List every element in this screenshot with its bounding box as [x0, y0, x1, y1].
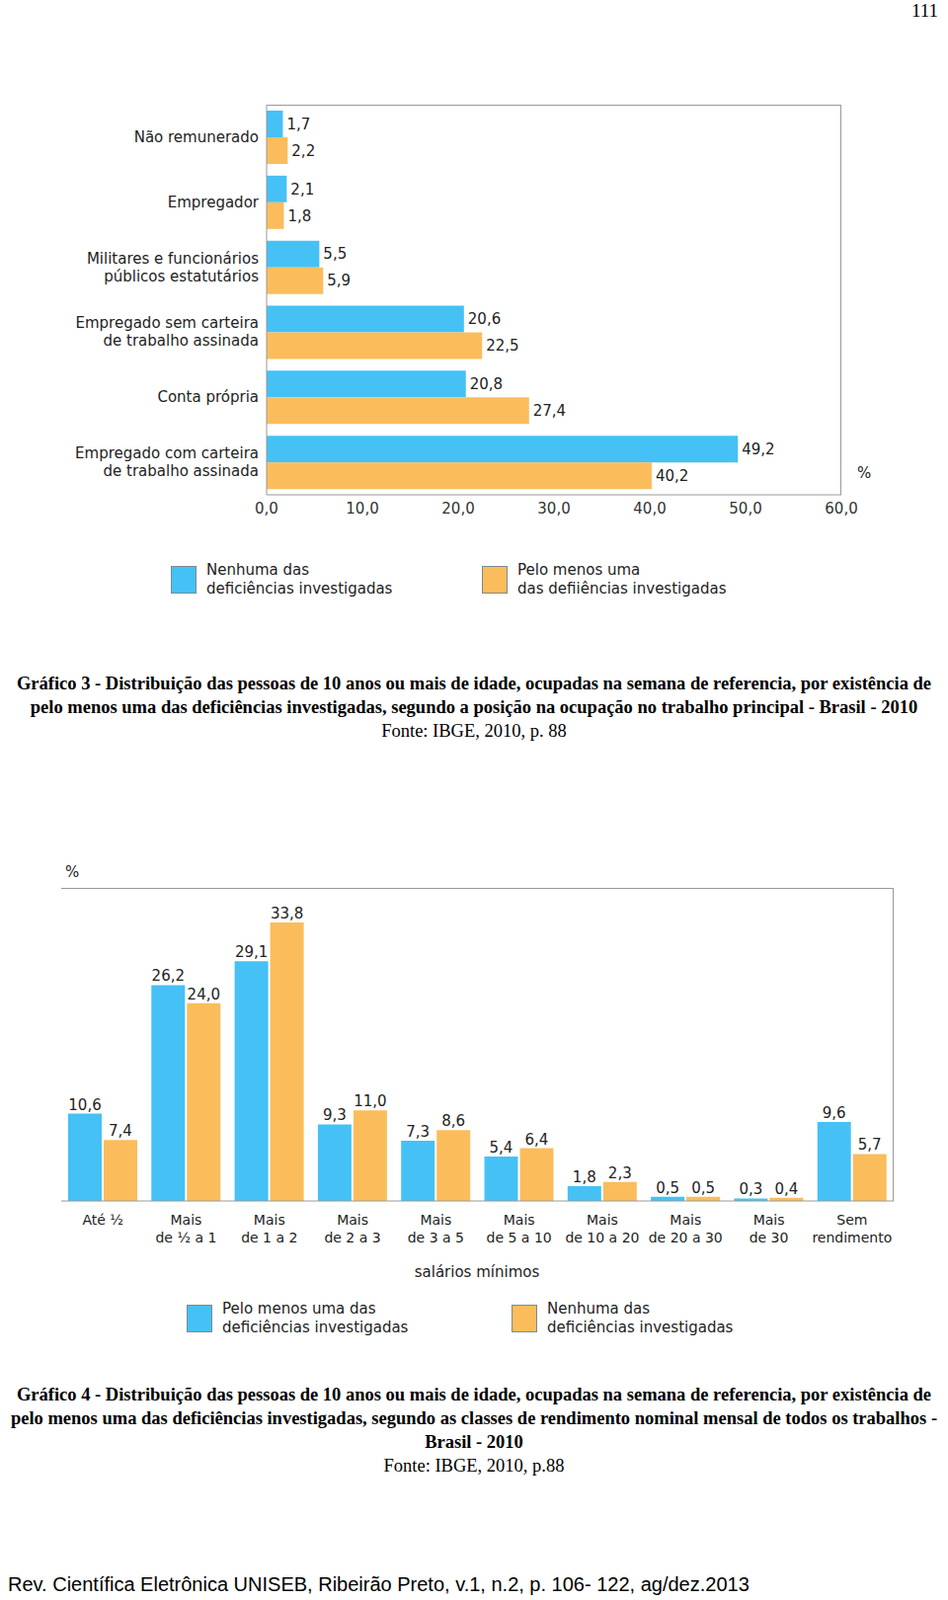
html-text:Fonte: IBGE, 2010, p. 88: Fonte: IBGE, 2010, p. 88	[381, 720, 567, 741]
svg-text:5,7: 5,7	[858, 1135, 882, 1154]
svg-text:Maisde 2 a 3: Maisde 2 a 3	[323, 1211, 381, 1246]
svg-text:9,3: 9,3	[322, 1106, 347, 1124]
html-text:Gráfico 3 - Distribuição das p: Gráfico 3 - Distribuição das pessoas de …	[16, 673, 932, 717]
svg-text:49,2: 49,2	[741, 440, 775, 459]
svg-text:22,5: 22,5	[485, 336, 519, 355]
svg-text:Maisde 20 a 30: Maisde 20 a 30	[648, 1211, 723, 1246]
svg-text:40,0: 40,0	[632, 499, 666, 518]
svg-text:0,5: 0,5	[691, 1179, 715, 1197]
svg-text:Empregador: Empregador	[167, 192, 260, 211]
svg-text:Militares e funcionáriospúblic: Militares e funcionáriospúblicos estatut…	[86, 248, 259, 285]
svg-text:30,0: 30,0	[537, 499, 570, 518]
svg-text:11,0: 11,0	[353, 1092, 387, 1110]
html-text:111: 111	[911, 0, 939, 21]
svg-text:Empregado com carteirade traba: Empregado com carteirade trabalho assina…	[75, 444, 259, 480]
svg-text:Maisde 3 a 5: Maisde 3 a 5	[407, 1211, 465, 1246]
svg-text:Maisde 10 a 20: Maisde 10 a 20	[564, 1211, 639, 1246]
svg-text:Até ½: Até ½	[81, 1211, 123, 1228]
svg-text:10,6: 10,6	[68, 1096, 101, 1114]
svg-text:1,8: 1,8	[572, 1168, 597, 1186]
svg-text:Maisde ½ a 1: Maisde ½ a 1	[155, 1211, 217, 1246]
svg-text:1,8: 1,8	[287, 207, 312, 226]
svg-text:0,4: 0,4	[774, 1180, 798, 1198]
svg-text:5,5: 5,5	[322, 244, 347, 263]
svg-text:7,4: 7,4	[108, 1121, 133, 1140]
svg-text:60,0: 60,0	[824, 499, 858, 518]
svg-text:Maisde 1 a 2: Maisde 1 a 2	[240, 1211, 298, 1246]
svg-text:Não remunerado: Não remunerado	[134, 127, 259, 146]
svg-text:Conta própria: Conta própria	[157, 388, 259, 406]
svg-text:5,4: 5,4	[489, 1138, 514, 1157]
svg-text:20,0: 20,0	[441, 499, 474, 518]
svg-text:0,5: 0,5	[655, 1179, 680, 1197]
svg-text:2,1: 2,1	[290, 180, 315, 199]
svg-text:20,6: 20,6	[468, 310, 501, 328]
svg-text:7,3: 7,3	[405, 1122, 430, 1141]
html-text:Nenhuma das deficiências inves: Nenhuma das deficiências investigadas	[206, 560, 393, 598]
html-text:Rev. Científica Eletrônica UNI: Rev. Científica Eletrônica UNISEB, Ribei…	[7, 1573, 750, 1595]
svg-text:40,2: 40,2	[655, 467, 689, 485]
html-text:Fonte: IBGE, 2010, p.88: Fonte: IBGE, 2010, p.88	[383, 1455, 565, 1476]
svg-text:Maisde 30: Maisde 30	[749, 1211, 790, 1246]
html-text:salários mínimos: salários mínimos	[414, 1263, 540, 1281]
html-text:Pelo menos uma das deficiência: Pelo menos uma das deficiências investig…	[222, 1299, 409, 1337]
svg-text:2,2: 2,2	[291, 142, 316, 160]
svg-text:0,0: 0,0	[254, 499, 279, 518]
html-text:Pelo menos uma das defiiências: Pelo menos uma das defiiências investiga…	[517, 560, 727, 598]
svg-text:8,6: 8,6	[441, 1111, 466, 1130]
svg-text:27,4: 27,4	[533, 401, 566, 420]
svg-text:6,4: 6,4	[525, 1130, 550, 1149]
svg-text:Maisde 5 a 10: Maisde 5 a 10	[486, 1211, 553, 1246]
svg-text:Semrendimento: Semrendimento	[811, 1211, 892, 1246]
svg-text:33,8: 33,8	[270, 904, 304, 923]
svg-text:29,1: 29,1	[235, 943, 268, 961]
svg-text:24,0: 24,0	[187, 985, 221, 1004]
svg-text:5,9: 5,9	[326, 271, 351, 290]
html-text:Gráfico 4 - Distribuição das p: Gráfico 4 - Distribuição das pessoas de …	[10, 1384, 938, 1452]
svg-text:9,6: 9,6	[822, 1104, 847, 1122]
svg-text:Empregado sem carteirade traba: Empregado sem carteirade trabalho assina…	[75, 314, 259, 350]
svg-text:2,3: 2,3	[608, 1164, 632, 1183]
svg-text:0,3: 0,3	[738, 1180, 763, 1198]
svg-text:50,0: 50,0	[728, 499, 762, 518]
html-text:Nenhuma das deficiências inves: Nenhuma das deficiências investigadas	[547, 1299, 734, 1337]
svg-text:10,0: 10,0	[345, 499, 379, 518]
svg-text:20,8: 20,8	[470, 375, 503, 394]
svg-text:26,2: 26,2	[152, 966, 185, 985]
svg-text:1,7: 1,7	[286, 115, 311, 134]
